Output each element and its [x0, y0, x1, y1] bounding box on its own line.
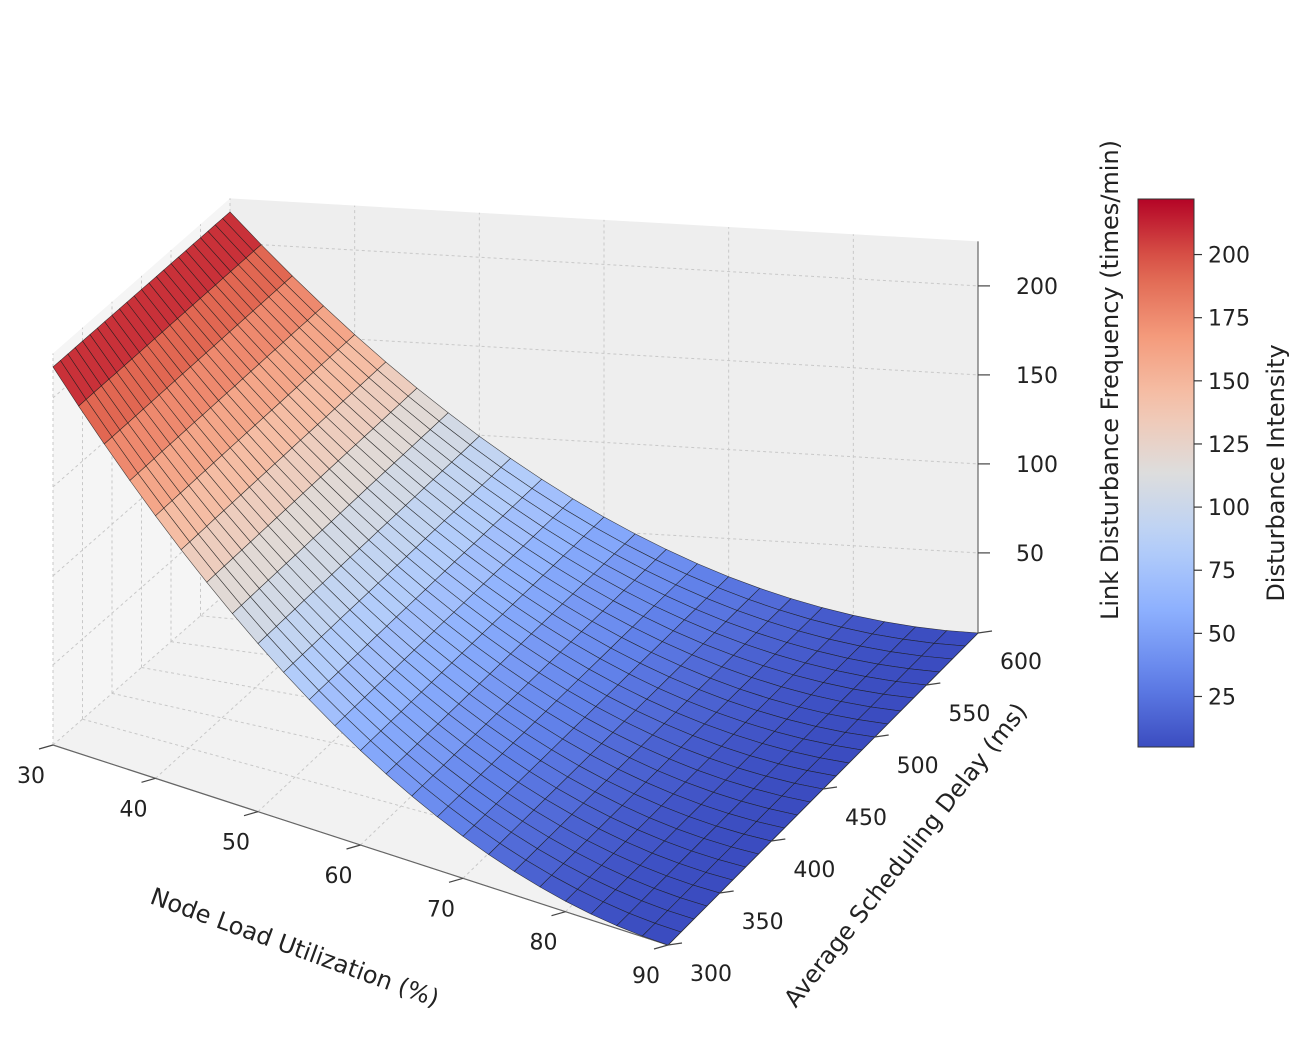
y-tick-label: 400	[793, 858, 835, 883]
y-tick-mark	[771, 838, 786, 842]
colorbar-tick-label: 125	[1208, 433, 1250, 458]
x-tick-label: 90	[632, 964, 660, 989]
colorbar-tick-label: 150	[1208, 370, 1250, 395]
z-tick-label: 200	[1016, 275, 1058, 300]
x-tick-mark	[141, 777, 156, 783]
colorbar: 25 50 75 100 125 150 175 200 Disturbance Intens…	[1137, 198, 1290, 748]
colorbar-tick-label: 50	[1208, 622, 1236, 647]
z-tick-label: 100	[1016, 453, 1058, 478]
axis-ticks: 30 40 50 60 70 80 90 300 350 400 450 500 550 600 50 100…	[17, 275, 1058, 989]
x-tick-label: 70	[427, 897, 455, 922]
x-tick-mark	[346, 844, 361, 850]
y-tick-label: 450	[845, 806, 887, 831]
x-tick-label: 50	[222, 831, 250, 856]
x-tick-mark	[38, 744, 54, 750]
colorbar-ticks: 25 50 75 100 125 150 175 200	[1194, 244, 1250, 710]
y-tick-label: 550	[948, 702, 990, 727]
x-tick-mark	[653, 944, 669, 950]
surface-plot	[52, 211, 979, 946]
x-tick-mark	[551, 911, 566, 917]
x-tick-label: 80	[530, 931, 558, 956]
grid-line	[82, 718, 720, 894]
x-tick-mark	[448, 877, 464, 883]
y-tick-mark	[977, 630, 993, 634]
y-tick-mark	[822, 786, 838, 790]
z-tick-label: 150	[1016, 364, 1058, 389]
y-tick-mark	[874, 734, 889, 738]
grid-line	[229, 331, 979, 376]
surface-cell	[641, 922, 682, 946]
y-tick-label: 350	[742, 910, 784, 935]
colorbar-tick-label: 200	[1208, 244, 1250, 269]
x-tick-label: 40	[120, 797, 148, 822]
x-axis-label: Node Load Utilization (%)	[147, 882, 443, 1013]
x-tick-label: 30	[17, 764, 45, 789]
grid-line	[229, 420, 979, 465]
z-tick-label: 50	[1016, 542, 1044, 567]
colorbar-bar	[1137, 198, 1195, 748]
y-tick-mark	[667, 942, 683, 946]
colorbar-tick-label: 75	[1208, 559, 1236, 584]
y-tick-label: 300	[690, 962, 732, 987]
colorbar-tick-label: 25	[1208, 685, 1236, 710]
y-tick-label: 600	[1000, 650, 1042, 675]
y-tick-label: 500	[897, 754, 939, 779]
x-tick-label: 60	[325, 864, 353, 889]
z-axis-label: Link Disturbance Frequency (times/min)	[1096, 140, 1124, 620]
y-tick-mark	[719, 890, 734, 894]
colorbar-label: Disturbance Intensity	[1262, 344, 1290, 601]
colorbar-tick-label: 175	[1208, 307, 1250, 332]
grid-line	[229, 242, 979, 287]
x-tick-mark	[243, 811, 259, 817]
y-tick-mark	[926, 682, 941, 686]
colorbar-tick-label: 100	[1208, 496, 1250, 521]
